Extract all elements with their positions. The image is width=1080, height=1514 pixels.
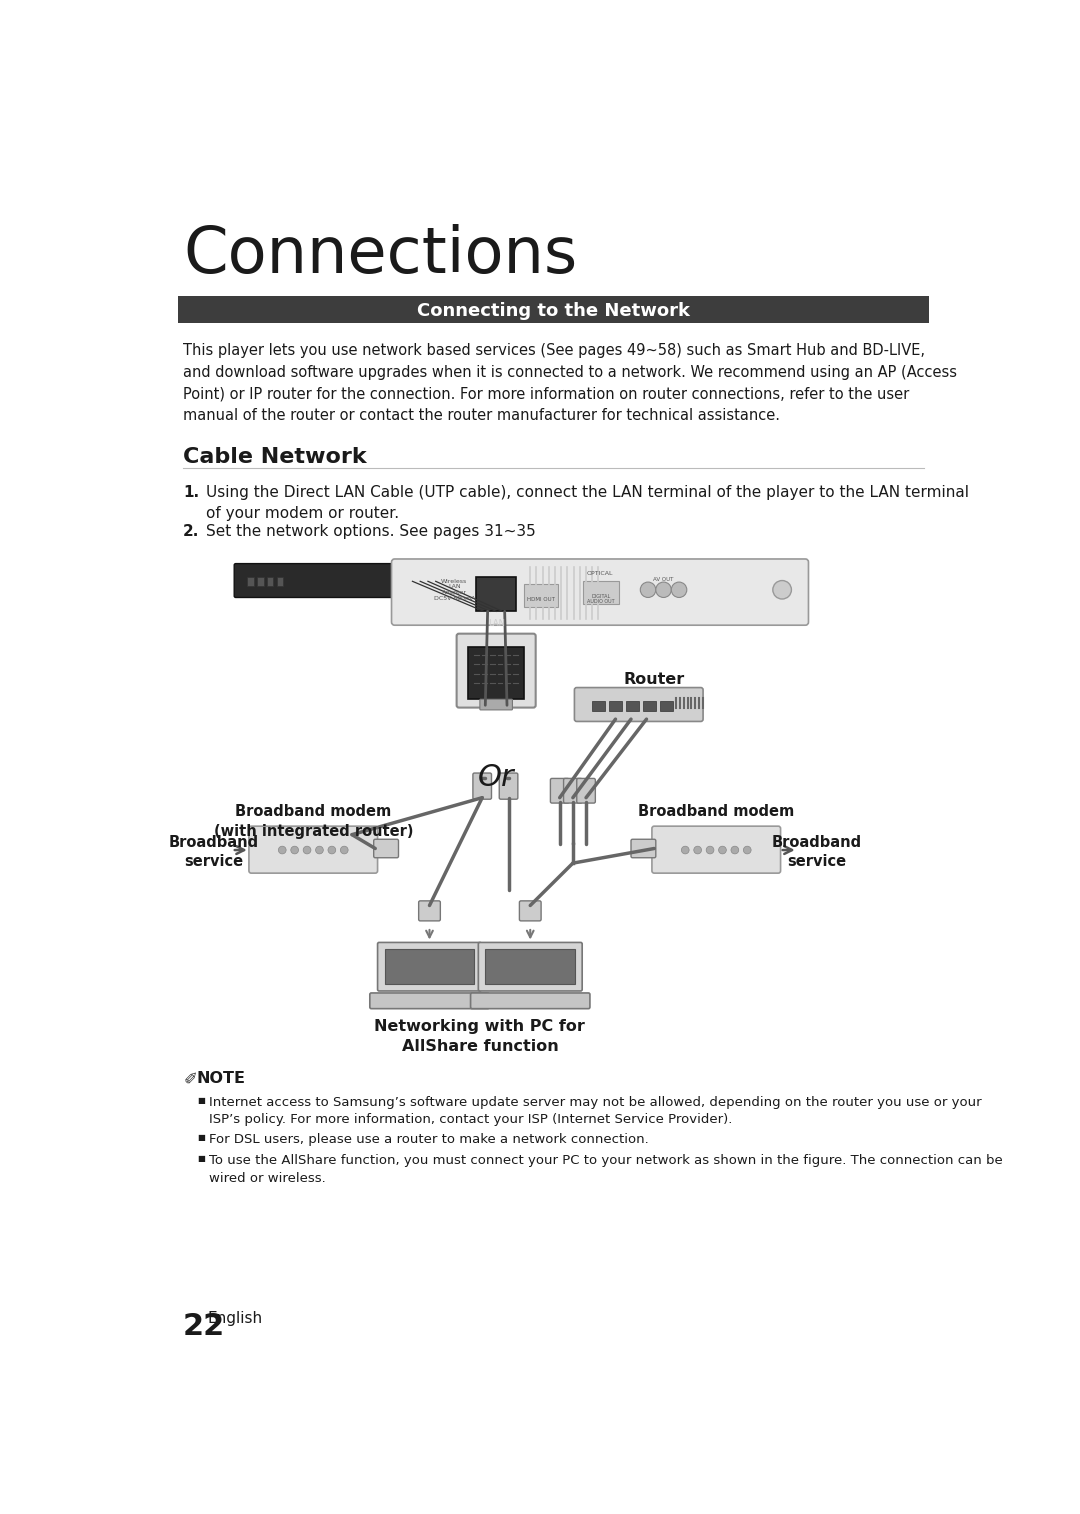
FancyBboxPatch shape <box>480 699 512 710</box>
Text: Connecting to the Network: Connecting to the Network <box>417 301 690 319</box>
Text: 1.: 1. <box>183 484 199 500</box>
FancyBboxPatch shape <box>652 827 781 874</box>
Circle shape <box>672 581 687 598</box>
Text: OPTICAL: OPTICAL <box>586 571 613 575</box>
Circle shape <box>706 846 714 854</box>
FancyBboxPatch shape <box>592 701 605 712</box>
FancyBboxPatch shape <box>469 646 524 699</box>
Circle shape <box>303 846 311 854</box>
Text: HDMI OUT: HDMI OUT <box>527 598 555 603</box>
Circle shape <box>328 846 336 854</box>
FancyBboxPatch shape <box>247 577 254 586</box>
FancyBboxPatch shape <box>267 577 273 586</box>
FancyBboxPatch shape <box>378 942 482 992</box>
FancyBboxPatch shape <box>374 839 399 858</box>
FancyBboxPatch shape <box>471 993 590 1008</box>
FancyBboxPatch shape <box>644 701 656 712</box>
Text: ■: ■ <box>197 1096 205 1105</box>
Circle shape <box>773 580 792 600</box>
FancyBboxPatch shape <box>473 774 491 799</box>
FancyBboxPatch shape <box>551 778 569 802</box>
FancyBboxPatch shape <box>476 577 516 612</box>
Text: 22: 22 <box>183 1313 226 1341</box>
Text: Set the network options. See pages 31~35: Set the network options. See pages 31~35 <box>206 524 536 539</box>
Text: Wireless
LAN
Adapter
DC5V 500mA: Wireless LAN Adapter DC5V 500mA <box>433 578 475 601</box>
Text: Broadband modem
(with integrated router): Broadband modem (with integrated router) <box>214 804 413 839</box>
FancyBboxPatch shape <box>384 949 474 984</box>
Text: AV OUT: AV OUT <box>653 577 674 583</box>
FancyBboxPatch shape <box>564 778 582 802</box>
Text: Broadband
service: Broadband service <box>772 834 862 869</box>
FancyBboxPatch shape <box>485 949 576 984</box>
Text: Connections: Connections <box>183 224 578 286</box>
Text: This player lets you use network based services (See pages 49~58) such as Smart : This player lets you use network based s… <box>183 344 957 424</box>
Text: ■: ■ <box>197 1154 205 1163</box>
Text: ✐: ✐ <box>183 1070 197 1089</box>
FancyBboxPatch shape <box>392 559 809 625</box>
Circle shape <box>291 846 298 854</box>
Circle shape <box>640 581 656 598</box>
Text: NOTE: NOTE <box>197 1070 246 1086</box>
FancyBboxPatch shape <box>276 577 283 586</box>
FancyBboxPatch shape <box>257 577 264 586</box>
FancyBboxPatch shape <box>234 563 400 598</box>
Text: DIGITAL
AUDIO OUT: DIGITAL AUDIO OUT <box>586 593 615 604</box>
Text: English: English <box>207 1311 262 1325</box>
FancyBboxPatch shape <box>626 701 638 712</box>
FancyBboxPatch shape <box>177 295 930 324</box>
FancyBboxPatch shape <box>369 993 489 1008</box>
Circle shape <box>693 846 702 854</box>
Text: Broadband
service: Broadband service <box>168 834 259 869</box>
Text: For DSL users, please use a router to make a network connection.: For DSL users, please use a router to ma… <box>208 1132 648 1146</box>
Text: Internet access to Samsung’s software update server may not be allowed, dependin: Internet access to Samsung’s software up… <box>208 1096 982 1126</box>
Circle shape <box>681 846 689 854</box>
Text: Cable Network: Cable Network <box>183 447 367 468</box>
Circle shape <box>718 846 727 854</box>
FancyBboxPatch shape <box>248 827 378 874</box>
Text: LAN: LAN <box>488 619 504 628</box>
Text: Router: Router <box>623 672 685 687</box>
FancyBboxPatch shape <box>499 774 517 799</box>
Text: Broadband modem: Broadband modem <box>638 804 795 819</box>
Text: Or: Or <box>478 763 514 792</box>
Text: Networking with PC for
AllShare function: Networking with PC for AllShare function <box>375 1019 585 1054</box>
Text: ■: ■ <box>197 1132 205 1142</box>
FancyBboxPatch shape <box>661 701 673 712</box>
FancyBboxPatch shape <box>478 942 582 992</box>
Circle shape <box>340 846 348 854</box>
FancyBboxPatch shape <box>631 839 656 858</box>
Circle shape <box>743 846 751 854</box>
FancyBboxPatch shape <box>457 634 536 707</box>
Circle shape <box>731 846 739 854</box>
Circle shape <box>279 846 286 854</box>
FancyBboxPatch shape <box>583 580 619 604</box>
Text: 2.: 2. <box>183 524 200 539</box>
Text: To use the AllShare function, you must connect your PC to your network as shown : To use the AllShare function, you must c… <box>208 1154 1002 1184</box>
Circle shape <box>315 846 323 854</box>
FancyBboxPatch shape <box>577 778 595 802</box>
Text: Using the Direct LAN Cable (UTP cable), connect the LAN terminal of the player t: Using the Direct LAN Cable (UTP cable), … <box>206 484 970 521</box>
FancyBboxPatch shape <box>609 701 622 712</box>
FancyBboxPatch shape <box>524 583 558 607</box>
Circle shape <box>656 581 672 598</box>
FancyBboxPatch shape <box>575 687 703 722</box>
FancyBboxPatch shape <box>419 901 441 921</box>
FancyBboxPatch shape <box>519 901 541 921</box>
